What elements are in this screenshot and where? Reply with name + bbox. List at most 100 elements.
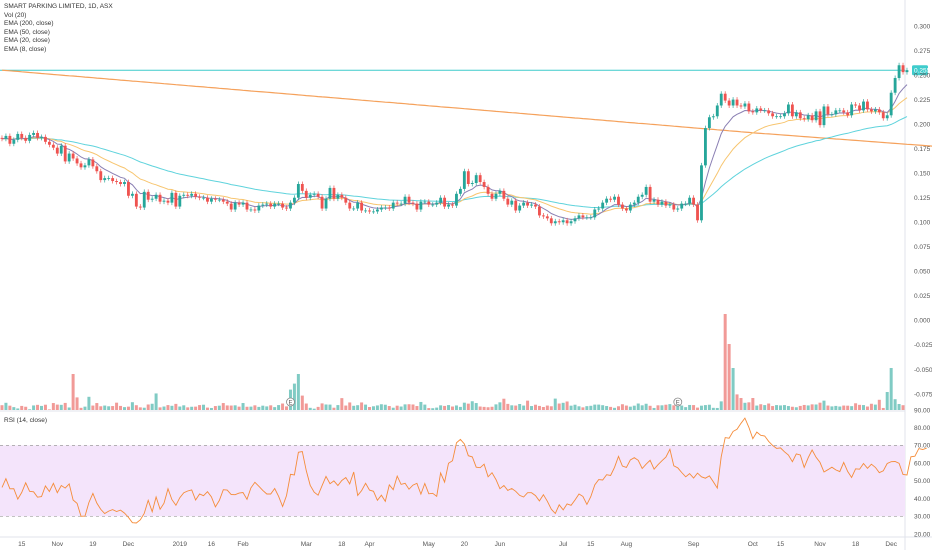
candle-body bbox=[63, 145, 67, 162]
volume-bar bbox=[142, 407, 146, 410]
candle-body bbox=[150, 198, 154, 200]
candle-body bbox=[304, 190, 308, 198]
time-tick-label: Dec bbox=[885, 541, 897, 548]
last-price-badge bbox=[912, 65, 928, 76]
volume-bar bbox=[466, 403, 470, 410]
volume-bar bbox=[99, 406, 103, 410]
volume-bar bbox=[743, 402, 747, 410]
event-marker-label: E bbox=[676, 400, 680, 406]
candle-body bbox=[739, 105, 743, 107]
volume-bar bbox=[514, 405, 518, 410]
volume-bar bbox=[67, 407, 71, 410]
candle-body bbox=[688, 197, 692, 204]
candle-body bbox=[538, 206, 541, 216]
candle-body bbox=[565, 220, 569, 224]
volume-bar bbox=[395, 405, 399, 410]
volume-bar bbox=[506, 403, 510, 410]
candle-body bbox=[320, 196, 324, 209]
volume-bar bbox=[245, 406, 249, 410]
volume-bar bbox=[862, 405, 865, 410]
candle-body bbox=[490, 193, 494, 199]
price-tick-label: 0.225 bbox=[914, 97, 931, 104]
candle-body bbox=[530, 204, 533, 206]
volume-bar bbox=[806, 405, 810, 410]
volume-bar bbox=[624, 405, 628, 410]
volume-bar bbox=[277, 405, 281, 410]
time-tick-label: Mar bbox=[301, 541, 313, 548]
candle-body bbox=[885, 115, 889, 119]
volume-bar bbox=[478, 406, 482, 410]
volume-bar bbox=[166, 405, 170, 410]
volume-bar bbox=[308, 407, 312, 410]
rsi-tick-label: 70.00 bbox=[914, 443, 931, 450]
price-tick-label: 0.025 bbox=[914, 293, 931, 300]
candle-body bbox=[648, 186, 652, 202]
volume-bar bbox=[723, 314, 727, 410]
candle-body bbox=[83, 165, 87, 168]
candle-body bbox=[775, 116, 778, 118]
volume-bar bbox=[822, 400, 826, 410]
candle-body bbox=[328, 187, 332, 199]
candle-body bbox=[127, 182, 130, 196]
candle-body bbox=[213, 198, 217, 200]
candle-body bbox=[751, 111, 755, 113]
legend-ema50: EMA (50, close) bbox=[4, 28, 50, 36]
volume-bar bbox=[451, 406, 454, 410]
price-tick-label: -0.050 bbox=[914, 367, 932, 374]
volume-bar bbox=[810, 404, 814, 410]
candle-body bbox=[217, 199, 221, 201]
candle-body bbox=[905, 70, 909, 73]
volume-bar bbox=[273, 407, 277, 410]
volume-bar bbox=[241, 403, 245, 410]
candle-body bbox=[624, 208, 628, 211]
time-tick-label: Feb bbox=[237, 541, 249, 548]
volume-bar bbox=[43, 404, 47, 410]
volume-bar bbox=[699, 405, 703, 410]
volume-bar bbox=[869, 403, 873, 410]
candle-body bbox=[723, 93, 727, 101]
volume-bar bbox=[731, 368, 735, 410]
time-tick-label: Apr bbox=[364, 541, 375, 548]
volume-bar bbox=[490, 406, 494, 410]
volume-bar bbox=[320, 403, 324, 410]
candle-body bbox=[534, 204, 537, 207]
volume-bar bbox=[881, 407, 885, 410]
volume-bar bbox=[652, 407, 656, 410]
candle-body bbox=[664, 201, 668, 206]
volume-bar bbox=[664, 404, 668, 410]
volume-bar bbox=[502, 398, 506, 410]
time-tick-label: 16 bbox=[208, 541, 216, 548]
volume-bar bbox=[557, 403, 561, 410]
time-tick-label: 18 bbox=[852, 541, 860, 548]
candle-body bbox=[557, 221, 561, 223]
candle-body bbox=[115, 181, 119, 183]
candle-body bbox=[506, 198, 510, 205]
candle-body bbox=[755, 108, 759, 113]
volume-bar bbox=[423, 404, 427, 410]
candle-body bbox=[866, 101, 869, 110]
candle-body bbox=[225, 201, 229, 204]
volume-bar bbox=[371, 406, 375, 410]
volume-bar bbox=[233, 405, 237, 410]
volume-bar bbox=[470, 401, 474, 410]
volume-bar bbox=[265, 406, 269, 410]
candle-body bbox=[613, 196, 616, 200]
candle-body bbox=[253, 209, 257, 211]
candle-body bbox=[549, 218, 553, 224]
candle-body bbox=[771, 113, 775, 117]
candle-body bbox=[257, 205, 261, 211]
candle-body bbox=[486, 186, 490, 194]
event-marker bbox=[286, 397, 295, 407]
volume-bar bbox=[324, 404, 328, 410]
volume-bar bbox=[79, 407, 83, 410]
volume-bar bbox=[790, 406, 794, 410]
volume-bar bbox=[0, 405, 4, 410]
volume-bar bbox=[834, 405, 838, 410]
candle-body bbox=[541, 215, 545, 217]
candle-body bbox=[668, 204, 672, 206]
candle-body bbox=[447, 204, 450, 207]
volume-bar bbox=[842, 405, 846, 410]
candle-body bbox=[877, 109, 881, 113]
time-tick-label: Sep bbox=[688, 541, 700, 548]
price-tick-label: 0.150 bbox=[914, 171, 931, 178]
